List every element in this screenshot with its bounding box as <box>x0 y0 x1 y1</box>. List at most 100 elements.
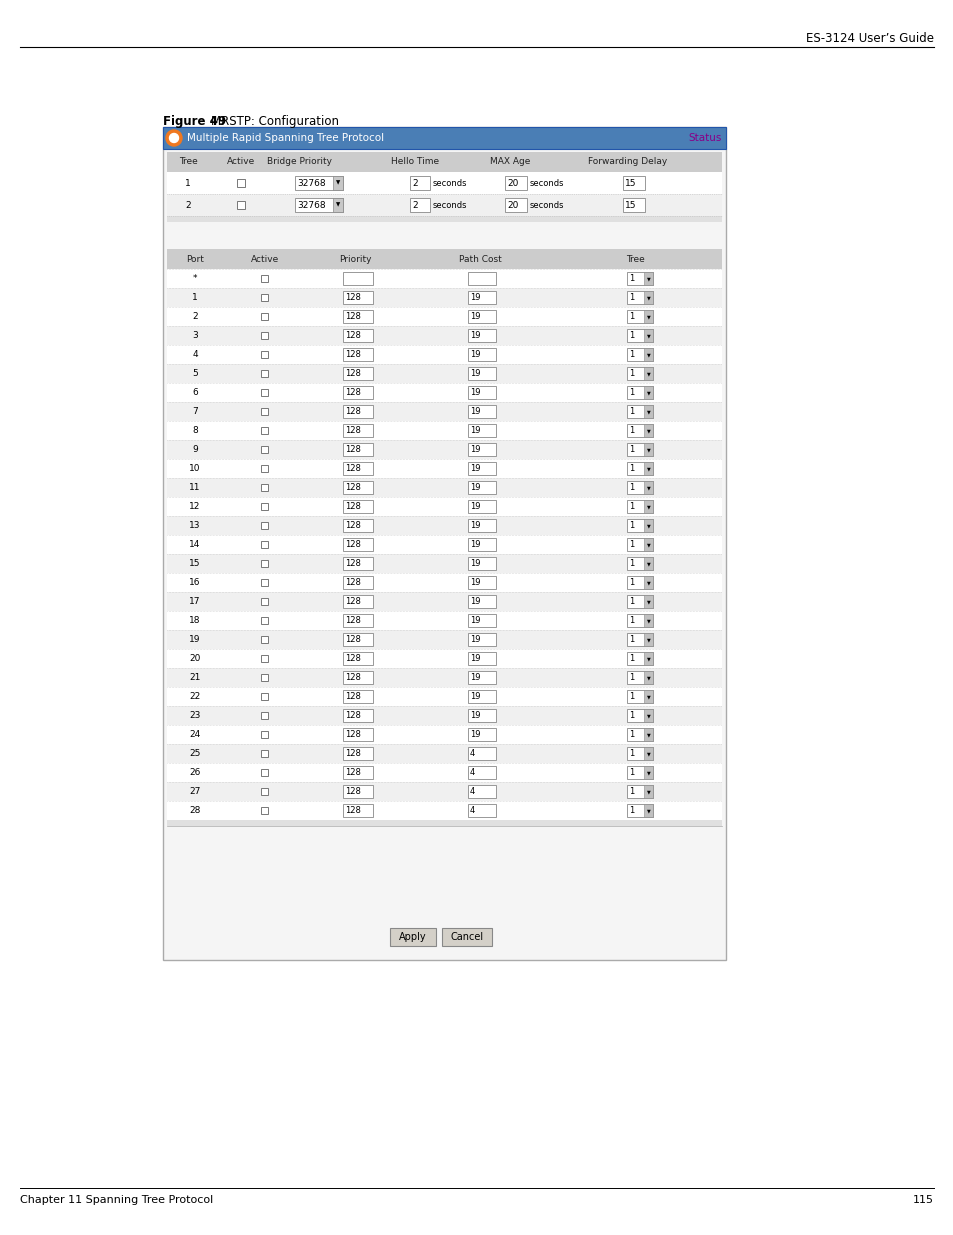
Bar <box>261 655 268 662</box>
Bar <box>167 403 721 421</box>
Text: 128: 128 <box>345 711 360 720</box>
Bar <box>261 351 268 358</box>
Bar <box>643 614 652 627</box>
Text: ▼: ▼ <box>646 694 650 699</box>
Text: 18: 18 <box>189 616 200 625</box>
Text: MAX Age: MAX Age <box>489 158 530 167</box>
Bar <box>343 671 373 684</box>
Bar <box>643 766 652 779</box>
Text: 1: 1 <box>628 578 634 587</box>
Bar <box>167 706 721 725</box>
Text: Active: Active <box>227 158 254 167</box>
Bar <box>294 198 343 212</box>
Bar <box>468 272 496 285</box>
Bar <box>643 424 652 437</box>
Text: Apply: Apply <box>398 932 426 942</box>
Text: 128: 128 <box>345 597 360 606</box>
Text: ▼: ▼ <box>646 333 650 338</box>
Bar <box>343 480 373 494</box>
Text: 19: 19 <box>470 350 480 359</box>
Bar <box>167 516 721 535</box>
Text: 1: 1 <box>628 711 634 720</box>
Bar <box>261 731 268 739</box>
Bar <box>643 443 652 456</box>
Bar <box>643 329 652 342</box>
Text: 1: 1 <box>628 787 634 797</box>
Text: ▼: ▼ <box>646 808 650 813</box>
Text: 1: 1 <box>628 540 634 550</box>
Bar <box>626 538 652 551</box>
Text: ▼: ▼ <box>646 370 650 375</box>
Text: ▼: ▼ <box>646 522 650 529</box>
Text: 1: 1 <box>628 331 634 340</box>
Text: 4: 4 <box>470 806 475 815</box>
Text: 19: 19 <box>470 655 480 663</box>
Text: 2: 2 <box>185 200 191 210</box>
Bar <box>343 367 373 380</box>
Bar <box>261 389 268 396</box>
Text: 19: 19 <box>470 312 480 321</box>
Bar <box>468 329 496 342</box>
Text: 1: 1 <box>628 501 634 511</box>
Text: ▼: ▼ <box>646 275 650 282</box>
Bar <box>643 671 652 684</box>
Bar <box>333 177 343 190</box>
Bar <box>167 421 721 440</box>
Text: seconds: seconds <box>530 179 564 188</box>
Bar <box>643 272 652 285</box>
Text: ▼: ▼ <box>646 504 650 509</box>
Text: Tree: Tree <box>625 254 643 263</box>
Bar <box>626 576 652 589</box>
Bar <box>167 249 721 269</box>
Text: *: * <box>193 274 197 283</box>
Bar <box>167 345 721 364</box>
Text: 1: 1 <box>628 673 634 682</box>
Bar <box>468 671 496 684</box>
Bar <box>167 194 721 216</box>
Bar <box>626 310 652 324</box>
Bar <box>468 766 496 779</box>
Text: MRSTP: Configuration: MRSTP: Configuration <box>211 116 338 128</box>
Bar <box>643 727 652 741</box>
Text: 32768: 32768 <box>296 179 325 188</box>
Text: 19: 19 <box>470 521 480 530</box>
Text: 19: 19 <box>470 673 480 682</box>
Text: ▼: ▼ <box>646 466 650 471</box>
Bar <box>468 727 496 741</box>
Text: ▼: ▼ <box>646 732 650 737</box>
Text: Port: Port <box>186 254 204 263</box>
Bar <box>343 424 373 437</box>
Bar <box>626 804 652 818</box>
Bar <box>643 405 652 417</box>
Bar <box>626 690 652 703</box>
Text: 19: 19 <box>470 426 480 435</box>
Bar <box>261 598 268 605</box>
Text: 128: 128 <box>345 806 360 815</box>
Text: 19: 19 <box>470 369 480 378</box>
Bar <box>343 557 373 571</box>
Text: 6: 6 <box>192 388 197 396</box>
Text: 4: 4 <box>470 768 475 777</box>
Text: 4: 4 <box>192 350 197 359</box>
Bar <box>504 198 526 212</box>
Bar <box>343 634 373 646</box>
Text: Tree: Tree <box>178 158 197 167</box>
Bar <box>261 484 268 492</box>
Text: ▼: ▼ <box>646 713 650 718</box>
Bar <box>643 310 652 324</box>
Text: 1: 1 <box>628 597 634 606</box>
Bar <box>468 405 496 417</box>
Bar <box>167 288 721 308</box>
Bar <box>261 446 268 453</box>
Text: 1: 1 <box>628 426 634 435</box>
Bar <box>167 743 721 763</box>
Bar <box>643 709 652 722</box>
Bar <box>343 595 373 608</box>
Bar <box>643 291 652 304</box>
Bar <box>261 466 268 472</box>
Bar <box>643 387 652 399</box>
Text: 1: 1 <box>628 388 634 396</box>
Bar <box>468 690 496 703</box>
Text: ▼: ▼ <box>646 637 650 642</box>
Bar <box>167 440 721 459</box>
